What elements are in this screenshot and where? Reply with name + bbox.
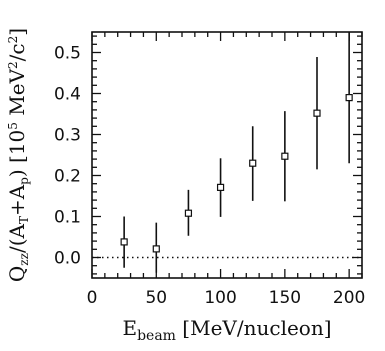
- point-marker: [345, 93, 353, 102]
- y-axis-title-close: ) [10: [5, 130, 29, 177]
- x-axis-title-main: E: [122, 316, 137, 340]
- x-tick-labels: 0 50 100 150 200: [87, 288, 366, 308]
- y-axis-title-mid: /(A: [5, 223, 29, 253]
- plot-frame: [91, 31, 363, 279]
- point-marker: [120, 238, 128, 246]
- data-point: [216, 158, 225, 217]
- x-tick-label: 50: [145, 288, 167, 308]
- y-axis-title-slash: /c: [5, 43, 29, 61]
- data-point: [313, 57, 321, 170]
- y-axis-title-exp2b: 2: [6, 36, 20, 44]
- y-axis-title-end: ]: [5, 28, 29, 36]
- x-tick-label: 0: [87, 288, 98, 308]
- y-axis-title-t-sub: T: [17, 216, 31, 224]
- data-point: [184, 189, 193, 236]
- point-marker: [184, 209, 193, 217]
- point-marker: [152, 245, 160, 253]
- y-tick-labels: 0.0 0.1 0.2 0.3 0.4 0.5: [54, 44, 81, 269]
- y-tick-label: 0.0: [54, 249, 81, 269]
- data-point: [345, 32, 353, 164]
- y-axis-title-exp5: 5: [6, 122, 20, 130]
- y-axis-title-unit: MeV: [5, 68, 29, 122]
- data-point: [120, 216, 128, 268]
- y-axis-title-exp2: 2: [6, 61, 20, 69]
- y-axis-title-plus: +A: [5, 184, 29, 216]
- y-axis-title-p-sub: p: [17, 177, 31, 185]
- data-points: [120, 32, 353, 273]
- y-tick-label: 0.1: [54, 208, 81, 228]
- y-tick-label: 0.5: [54, 44, 81, 64]
- y-axis-title-q-sub: zz: [17, 253, 31, 266]
- x-axis-title: Ebeam [MeV/nucleon]: [122, 316, 331, 344]
- x-tick-label: 200: [333, 288, 365, 308]
- x-tick-label: 150: [269, 288, 301, 308]
- y-axis-title: Qzz/(AT+Ap) [105 MeV2/c2]: [5, 28, 31, 282]
- y-tick-label: 0.2: [54, 167, 81, 187]
- axis-ticks: [91, 32, 363, 278]
- y-axis-title-q: Q: [5, 266, 29, 282]
- data-point: [249, 126, 257, 201]
- data-point: [281, 111, 289, 202]
- x-axis-title-sub: beam: [137, 328, 176, 344]
- point-marker: [281, 152, 289, 160]
- data-point: [152, 222, 160, 273]
- y-tick-label: 0.3: [54, 126, 81, 146]
- point-marker: [216, 183, 225, 191]
- y-tick-label: 0.4: [54, 85, 81, 105]
- x-axis-title-rest: [MeV/nucleon]: [176, 316, 332, 340]
- point-marker: [313, 109, 321, 117]
- x-tick-label: 100: [204, 288, 236, 308]
- point-marker: [249, 159, 257, 167]
